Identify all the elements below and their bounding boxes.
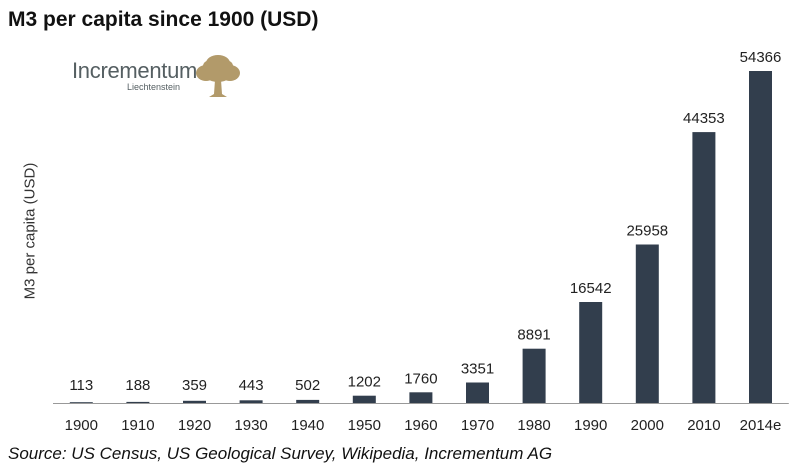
bar-1990 <box>579 302 603 403</box>
bar-1930 <box>239 400 263 403</box>
value-label-1940: 502 <box>295 377 320 394</box>
x-tick-label-1950: 1950 <box>348 417 381 434</box>
bar-1980 <box>522 348 546 403</box>
bar-1950 <box>352 395 376 403</box>
value-label-1990: 16542 <box>570 280 612 297</box>
value-label-1930: 443 <box>239 377 264 394</box>
x-tick-label-1900: 1900 <box>65 417 98 434</box>
x-tick-label-1910: 1910 <box>121 417 154 434</box>
value-label-1920: 359 <box>182 377 207 394</box>
source-note: Source: US Census, US Geological Survey,… <box>8 444 553 463</box>
bar-2014e <box>749 71 772 403</box>
value-label-2014e: 54366 <box>740 49 782 66</box>
bar-2000 <box>635 244 659 403</box>
value-label-1980: 8891 <box>517 327 550 344</box>
x-tick-label-2010: 2010 <box>687 417 720 434</box>
bar-1910 <box>126 401 150 403</box>
x-tick-label-1990: 1990 <box>574 417 607 434</box>
bar-1920 <box>183 400 206 403</box>
tree-icon <box>196 55 240 97</box>
value-label-1910: 188 <box>125 377 150 394</box>
bar-2010 <box>692 132 716 403</box>
bar-1940 <box>296 399 320 403</box>
x-tick-label-1960: 1960 <box>404 417 437 434</box>
incrementum-logo: Incrementum Liechtenstein <box>72 54 262 104</box>
x-tick-label-1920: 1920 <box>178 417 211 434</box>
value-label-1950: 1202 <box>348 374 381 391</box>
logo-name: Incrementum <box>72 58 198 83</box>
value-label-2010: 44353 <box>683 110 725 127</box>
bar-1960 <box>409 392 433 403</box>
logo-subtitle: Liechtenstein <box>127 82 181 92</box>
x-tick-label-1940: 1940 <box>291 417 324 434</box>
x-tick-label-1980: 1980 <box>517 417 550 434</box>
value-label-1970: 3351 <box>461 361 494 378</box>
value-label-1960: 1760 <box>404 370 437 387</box>
chart-title: M3 per capita since 1900 (USD) <box>8 8 319 31</box>
x-tick-label-1930: 1930 <box>234 417 267 434</box>
x-tick-label-2014e: 2014e <box>740 417 782 434</box>
value-label-1900: 113 <box>69 377 93 394</box>
bar-1970 <box>466 382 489 403</box>
x-tick-label-2000: 2000 <box>631 417 664 434</box>
value-label-2000: 25958 <box>626 223 668 240</box>
bar-1900 <box>69 402 93 403</box>
x-tick-label-1970: 1970 <box>461 417 494 434</box>
